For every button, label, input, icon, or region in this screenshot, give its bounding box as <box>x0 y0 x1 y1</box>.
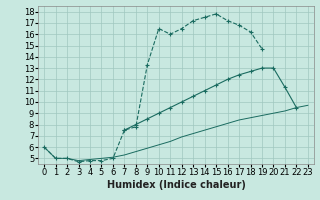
X-axis label: Humidex (Indice chaleur): Humidex (Indice chaleur) <box>107 180 245 190</box>
